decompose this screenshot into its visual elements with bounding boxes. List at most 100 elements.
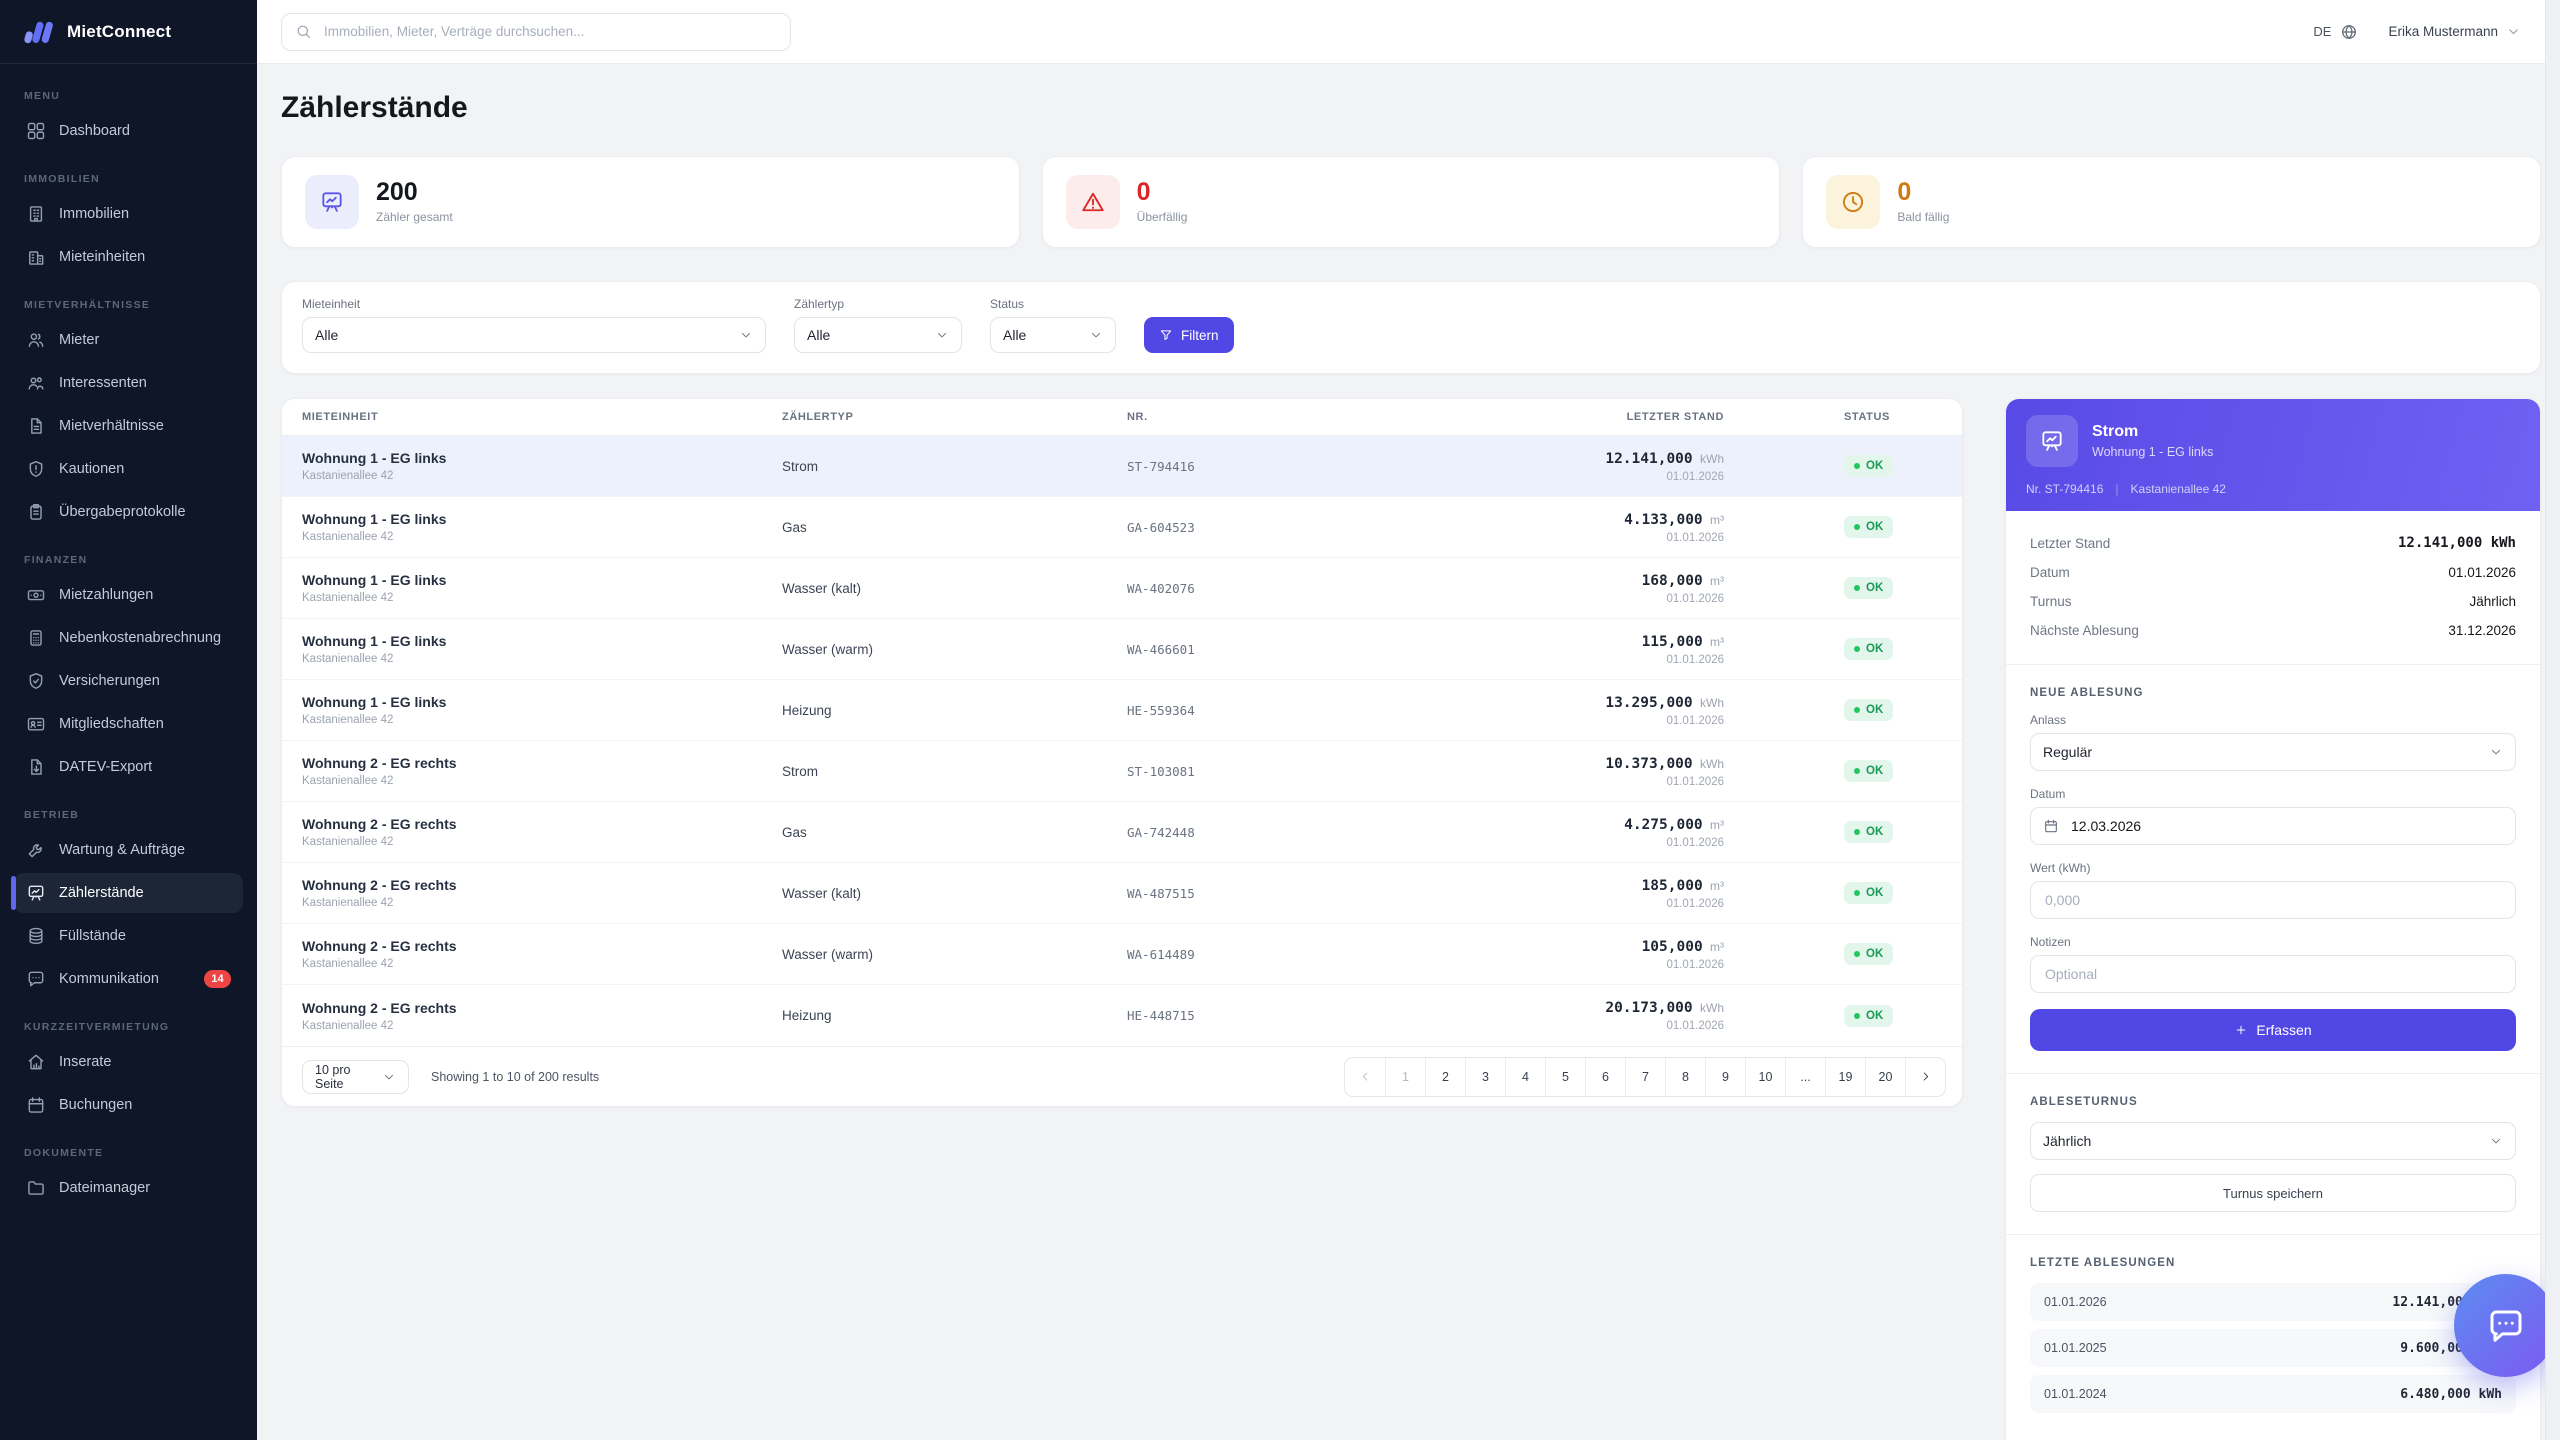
turnus-select[interactable]: Jährlich — [2030, 1122, 2516, 1160]
datum-field[interactable] — [2030, 807, 2516, 845]
chevron-down-icon[interactable] — [2506, 24, 2521, 39]
pagination-prev[interactable] — [1345, 1058, 1385, 1096]
table-row-wohnung-2-eg-rechts-gas[interactable]: Wohnung 2 - EG rechtsKastanienallee 42Ga… — [282, 802, 1962, 863]
notizen-input[interactable] — [2043, 965, 2503, 983]
panel-title: Strom — [2092, 423, 2213, 441]
table-row-wohnung-1-eg-links-strom[interactable]: Wohnung 1 - EG linksKastanienallee 42Str… — [282, 436, 1962, 497]
sidebar-item-label: Buchungen — [59, 1097, 132, 1113]
sidebar-item-dateimanager[interactable]: Dateimanager — [14, 1168, 243, 1208]
scrollbar[interactable] — [2545, 0, 2560, 1440]
select-value: Alle — [315, 327, 338, 343]
section-title: LETZTE ABLESUNGEN — [2030, 1257, 2516, 1269]
sidebar-item-wartung-auftr-ge[interactable]: Wartung & Aufträge — [14, 830, 243, 870]
wert-field[interactable] — [2030, 881, 2516, 919]
wert-input[interactable] — [2043, 891, 2503, 909]
unit-address: Kastanienallee 42 — [302, 958, 782, 970]
pagination-page-5[interactable]: 5 — [1545, 1058, 1585, 1096]
pagination-page-6[interactable]: 6 — [1585, 1058, 1625, 1096]
globe-icon[interactable] — [2340, 23, 2358, 41]
sidebar-item-mitgliedschaften[interactable]: Mitgliedschaften — [14, 704, 243, 744]
meter-number: ST-103081 — [1127, 764, 1427, 779]
pagination-page-1[interactable]: 1 — [1385, 1058, 1425, 1096]
users-icon — [26, 330, 46, 350]
meter-type: Strom — [782, 764, 1127, 779]
meter-value: 168,000 — [1642, 573, 1703, 589]
unit-name: Wohnung 2 - EG rechts — [302, 1000, 782, 1016]
sidebar-item-interessenten[interactable]: Interessenten — [14, 363, 243, 403]
table-row-wohnung-2-eg-rechts-wasser-kalt[interactable]: Wohnung 2 - EG rechtsKastanienallee 42Wa… — [282, 863, 1962, 924]
table-row-wohnung-2-eg-rechts-heizung[interactable]: Wohnung 2 - EG rechtsKastanienallee 42He… — [282, 985, 1962, 1046]
sidebar-item-mieter[interactable]: Mieter — [14, 320, 243, 360]
table-row-wohnung-2-eg-rechts-strom[interactable]: Wohnung 2 - EG rechtsKastanienallee 42St… — [282, 741, 1962, 802]
sidebar-item-f-llst-nde[interactable]: Füllstände — [14, 916, 243, 956]
search-input[interactable] — [322, 23, 777, 40]
sidebar-item-label: Mietzahlungen — [59, 587, 153, 603]
erfassen-label: Erfassen — [2256, 1022, 2311, 1038]
anlass-select[interactable]: Regulär — [2030, 733, 2516, 771]
pagination-page-7[interactable]: 7 — [1625, 1058, 1665, 1096]
z-hlertyp-select[interactable]: Alle — [794, 317, 962, 353]
detail-row-n-chste-ablesung: Nächste Ablesung31.12.2026 — [2030, 616, 2516, 645]
language-label[interactable]: DE — [2313, 24, 2331, 39]
table-row-wohnung-1-eg-links-wasser-kalt[interactable]: Wohnung 1 - EG linksKastanienallee 42Was… — [282, 558, 1962, 619]
table-row-wohnung-1-eg-links-heizung[interactable]: Wohnung 1 - EG linksKastanienallee 42Hei… — [282, 680, 1962, 741]
sidebar-item-nebenkostenabrechnung[interactable]: Nebenkostenabrechnung — [14, 618, 243, 658]
pagination-page-8[interactable]: 8 — [1665, 1058, 1705, 1096]
pagination-page-10[interactable]: 10 — [1745, 1058, 1785, 1096]
sidebar-item-dashboard[interactable]: Dashboard — [14, 111, 243, 151]
filtern-button[interactable]: Filtern — [1144, 317, 1234, 353]
sidebar-item-immobilien[interactable]: Immobilien — [14, 194, 243, 234]
sidebar-item-kautionen[interactable]: Kautionen — [14, 449, 243, 489]
pagination-next[interactable] — [1905, 1058, 1945, 1096]
pagination-page-9[interactable]: 9 — [1705, 1058, 1745, 1096]
detail-label: Nächste Ablesung — [2030, 623, 2139, 638]
mieteinheit-select[interactable]: Alle — [302, 317, 766, 353]
pagination-page-3[interactable]: 3 — [1465, 1058, 1505, 1096]
sidebar-item-mietverh-ltnisse[interactable]: Mietverhältnisse — [14, 406, 243, 446]
table-row-wohnung-1-eg-links-gas[interactable]: Wohnung 1 - EG linksKastanienallee 42Gas… — [282, 497, 1962, 558]
turnus-value: Jährlich — [2043, 1133, 2091, 1149]
sidebar-item-datev-export[interactable]: DATEV-Export — [14, 747, 243, 787]
pagination-page-4[interactable]: 4 — [1505, 1058, 1545, 1096]
turnus-speichern-button[interactable]: Turnus speichern — [2030, 1174, 2516, 1212]
history-row: 01.01.20259.600,000 kWh — [2030, 1329, 2516, 1367]
user-menu[interactable]: Erika Mustermann — [2388, 24, 2498, 39]
sidebar-item-buchungen[interactable]: Buchungen — [14, 1085, 243, 1125]
meter-number: WA-466601 — [1127, 642, 1427, 657]
section-title: NEUE ABLESUNG — [2030, 687, 2516, 699]
table-row-wohnung-1-eg-links-wasser-warm[interactable]: Wohnung 1 - EG linksKastanienallee 42Was… — [282, 619, 1962, 680]
detail-label: Turnus — [2030, 594, 2072, 609]
unit-name: Wohnung 1 - EG links — [302, 633, 782, 649]
notizen-field[interactable] — [2030, 955, 2516, 993]
erfassen-button[interactable]: Erfassen — [2030, 1009, 2516, 1051]
datum-input[interactable] — [2069, 817, 2503, 835]
status-badge: OK — [1844, 882, 1893, 904]
sidebar-item-mieteinheiten[interactable]: Mieteinheiten — [14, 237, 243, 277]
meter-number: WA-402076 — [1127, 581, 1427, 596]
sidebar-item-z-hlerst-nde[interactable]: Zählerstände — [14, 873, 243, 913]
meter-unit: kWh — [1697, 696, 1724, 710]
table-row-wohnung-2-eg-rechts-wasser-warm[interactable]: Wohnung 2 - EG rechtsKastanienallee 42Wa… — [282, 924, 1962, 985]
meter-number: WA-487515 — [1127, 886, 1427, 901]
page-size-select[interactable]: 10 pro Seite — [302, 1060, 409, 1094]
stat-value: 0 — [1137, 180, 1188, 205]
pagination-page-2[interactable]: 2 — [1425, 1058, 1465, 1096]
detail-row-turnus: TurnusJährlich — [2030, 587, 2516, 616]
chat-fab[interactable] — [2454, 1274, 2557, 1377]
sidebar-item-bergabeprotokolle[interactable]: Übergabeprotokolle — [14, 492, 243, 532]
sidebar-item-mietzahlungen[interactable]: Mietzahlungen — [14, 575, 243, 615]
sidebar-section-menu: MENU — [24, 90, 233, 102]
unit-name: Wohnung 1 - EG links — [302, 694, 782, 710]
pagination-page-20[interactable]: 20 — [1865, 1058, 1905, 1096]
table-header: MIETEINHEITZÄHLERTYPNR.LETZTER STANDSTAT… — [282, 399, 1962, 436]
sidebar-item-versicherungen[interactable]: Versicherungen — [14, 661, 243, 701]
meter-type: Heizung — [782, 1008, 1127, 1023]
pagination-page-19[interactable]: 19 — [1825, 1058, 1865, 1096]
unit-name: Wohnung 2 - EG rechts — [302, 877, 782, 893]
filter-label: Mieteinheit — [302, 297, 766, 311]
sidebar-item-kommunikation[interactable]: Kommunikation14 — [14, 959, 243, 999]
global-search[interactable] — [281, 13, 791, 51]
sidebar-item-inserate[interactable]: Inserate — [14, 1042, 243, 1082]
status-select[interactable]: Alle — [990, 317, 1116, 353]
stat-label: Überfällig — [1137, 210, 1188, 224]
